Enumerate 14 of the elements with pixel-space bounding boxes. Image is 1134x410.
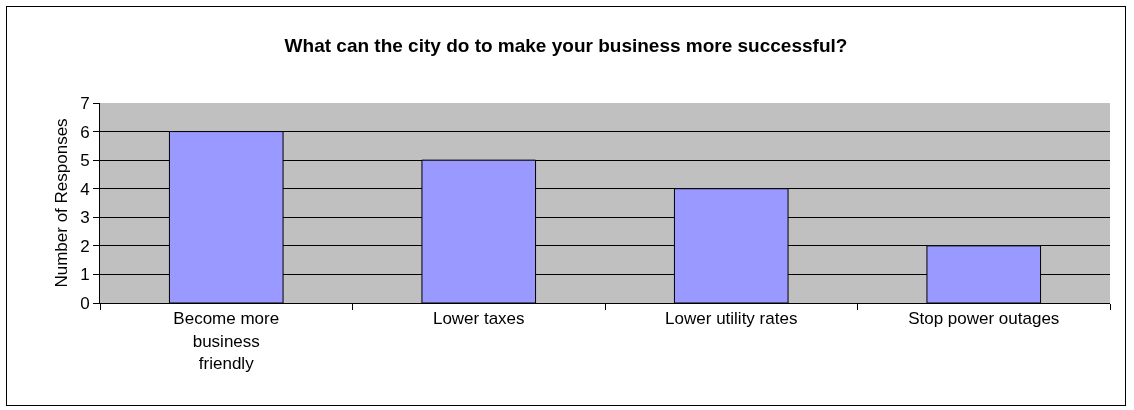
y-tick-label: 0	[80, 293, 90, 313]
x-tick-label: Become more business friendly	[173, 309, 280, 373]
x-tick-label: Stop power outages	[908, 309, 1060, 329]
y-tick-label: 1	[80, 265, 90, 285]
y-tick-label: 4	[80, 179, 90, 199]
x-tick-label: Lower taxes	[432, 309, 525, 329]
y-tick-label: 7	[80, 93, 90, 113]
y-axis-title: Number of Responses	[51, 118, 71, 288]
y-tick-label: 5	[80, 151, 90, 171]
y-tick-label: 6	[80, 122, 90, 142]
chart-title: What can the city do to make your business more successful?	[284, 35, 848, 57]
y-tick-label: 2	[80, 236, 90, 256]
x-tick-label: Lower utility rates	[665, 309, 798, 329]
y-tick-label: 3	[80, 208, 90, 228]
